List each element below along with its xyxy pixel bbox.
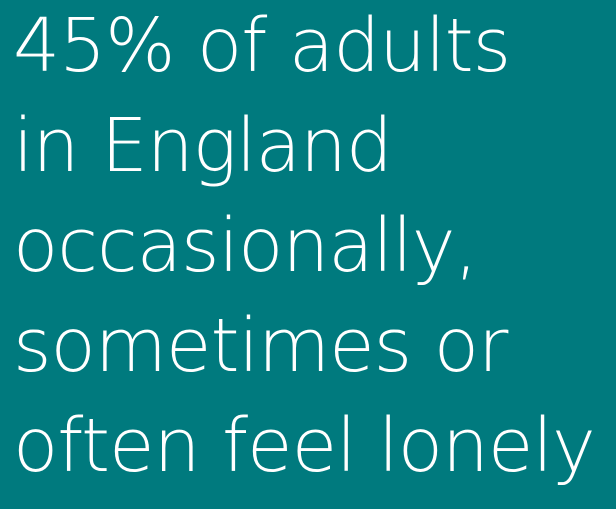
statement-line-5: often feel lonely xyxy=(13,403,596,489)
statement-line-2: in England xyxy=(13,103,393,189)
statement-line-1: 45% of adults xyxy=(13,3,511,89)
statement-line-4: sometimes or xyxy=(13,303,508,389)
statistic-statement: 45% of adults in England occasionally, s… xyxy=(13,0,596,496)
statement-line-3: occasionally, xyxy=(13,203,478,289)
